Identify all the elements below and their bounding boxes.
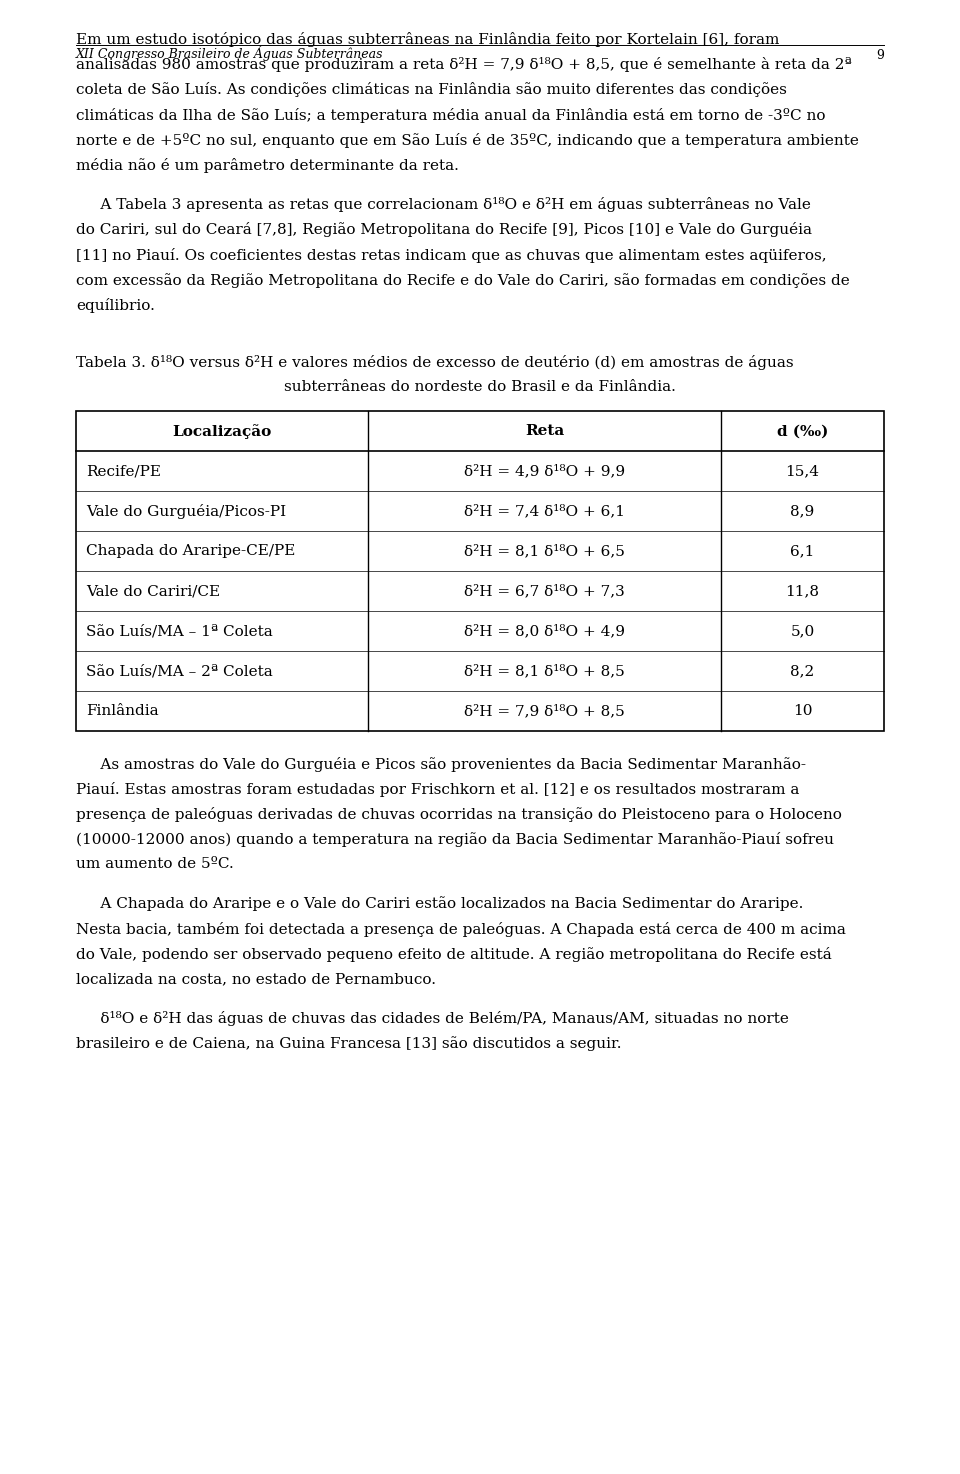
Text: A Chapada do Araripe e o Vale do Cariri estão localizados na Bacia Sedimentar do: A Chapada do Araripe e o Vale do Cariri …	[76, 896, 804, 911]
Text: média não é um parâmetro determinante da reta.: média não é um parâmetro determinante da…	[76, 158, 459, 172]
Text: São Luís/MA – 1ª Coleta: São Luís/MA – 1ª Coleta	[86, 625, 273, 638]
Text: brasileiro e de Caiena, na Guina Francesa [13] são discutidos a seguir.: brasileiro e de Caiena, na Guina Frances…	[76, 1036, 621, 1051]
Text: Vale do Cariri/CE: Vale do Cariri/CE	[86, 584, 220, 598]
Text: São Luís/MA – 2ª Coleta: São Luís/MA – 2ª Coleta	[86, 665, 273, 678]
Text: 15,4: 15,4	[785, 464, 820, 479]
Text: um aumento de 5ºC.: um aumento de 5ºC.	[76, 858, 233, 871]
Text: coleta de São Luís. As condições climáticas na Finlândia são muito diferentes da: coleta de São Luís. As condições climáti…	[76, 83, 787, 97]
Text: δ¹⁸O e δ²H das águas de chuvas das cidades de Belém/PA, Manaus/AM, situadas no n: δ¹⁸O e δ²H das águas de chuvas das cidad…	[76, 1011, 789, 1026]
Text: do Cariri, sul do Ceará [7,8], Região Metropolitana do Recife [9], Picos [10] e : do Cariri, sul do Ceará [7,8], Região Me…	[76, 223, 812, 237]
Text: XII Congresso Brasileiro de Águas Subterrâneas: XII Congresso Brasileiro de Águas Subter…	[76, 46, 383, 60]
Text: δ²H = 6,7 δ¹⁸O + 7,3: δ²H = 6,7 δ¹⁸O + 7,3	[465, 584, 625, 598]
Text: equílibrio.: equílibrio.	[76, 298, 155, 312]
Text: 8,2: 8,2	[790, 665, 814, 678]
Text: Nesta bacia, também foi detectada a presença de paleóguas. A Chapada está cerca : Nesta bacia, também foi detectada a pres…	[76, 921, 846, 936]
Text: δ²H = 7,9 δ¹⁸O + 8,5: δ²H = 7,9 δ¹⁸O + 8,5	[465, 705, 625, 718]
Text: δ²H = 8,0 δ¹⁸O + 4,9: δ²H = 8,0 δ¹⁸O + 4,9	[464, 625, 625, 638]
Text: Recife/PE: Recife/PE	[86, 464, 161, 479]
Text: δ²H = 8,1 δ¹⁸O + 6,5: δ²H = 8,1 δ¹⁸O + 6,5	[465, 544, 625, 559]
Text: Localização: Localização	[173, 425, 272, 439]
Text: 5,0: 5,0	[790, 625, 814, 638]
Text: A Tabela 3 apresenta as retas que correlacionam δ¹⁸O e δ²H em águas subterrâneas: A Tabela 3 apresenta as retas que correl…	[76, 198, 811, 212]
Text: Piauí. Estas amostras foram estudadas por Frischkorn et al. [12] e os resultados: Piauí. Estas amostras foram estudadas po…	[76, 781, 800, 797]
Text: 6,1: 6,1	[790, 544, 815, 559]
Text: 8,9: 8,9	[790, 504, 814, 519]
Text: Tabela 3. δ¹⁸O versus δ²H e valores médios de excesso de deutério (d) em amostra: Tabela 3. δ¹⁸O versus δ²H e valores médi…	[76, 355, 794, 370]
Text: 11,8: 11,8	[785, 584, 820, 598]
Text: presença de paleóguas derivadas de chuvas ocorridas na transição do Pleistoceno : presença de paleóguas derivadas de chuva…	[76, 806, 842, 822]
Text: Vale do Gurguéia/Picos-PI: Vale do Gurguéia/Picos-PI	[86, 504, 286, 519]
Text: Em um estudo isotópico das águas subterrâneas na Finlândia feito por Kortelain [: Em um estudo isotópico das águas subterr…	[76, 32, 780, 47]
Text: Finlândia: Finlândia	[86, 705, 158, 718]
Text: subterrâneas do nordeste do Brasil e da Finlândia.: subterrâneas do nordeste do Brasil e da …	[284, 380, 676, 394]
Text: 10: 10	[793, 705, 812, 718]
Text: Chapada do Araripe-CE/PE: Chapada do Araripe-CE/PE	[86, 544, 296, 559]
Text: δ²H = 7,4 δ¹⁸O + 6,1: δ²H = 7,4 δ¹⁸O + 6,1	[464, 504, 625, 519]
Text: As amostras do Vale do Gurguéia e Picos são provenientes da Bacia Sedimentar Mar: As amostras do Vale do Gurguéia e Picos …	[76, 756, 806, 771]
Text: localizada na costa, no estado de Pernambuco.: localizada na costa, no estado de Pernam…	[76, 973, 436, 986]
Text: com excessão da Região Metropolitana do Recife e do Vale do Cariri, são formadas: com excessão da Região Metropolitana do …	[76, 273, 850, 287]
Text: norte e de +5ºC no sul, enquanto que em São Luís é de 35ºC, indicando que a temp: norte e de +5ºC no sul, enquanto que em …	[76, 133, 859, 147]
Text: do Vale, podendo ser observado pequeno efeito de altitude. A região metropolitan: do Vale, podendo ser observado pequeno e…	[76, 946, 831, 963]
Text: [11] no Piauí. Os coeficientes destas retas indicam que as chuvas que alimentam : [11] no Piauí. Os coeficientes destas re…	[76, 248, 827, 262]
Text: δ²H = 4,9 δ¹⁸O + 9,9: δ²H = 4,9 δ¹⁸O + 9,9	[464, 464, 625, 479]
Text: d (‰): d (‰)	[777, 425, 828, 438]
Text: δ²H = 8,1 δ¹⁸O + 8,5: δ²H = 8,1 δ¹⁸O + 8,5	[465, 665, 625, 678]
Text: analisadas 980 amostras que produziram a reta δ²H = 7,9 δ¹⁸O + 8,5, que é semelh: analisadas 980 amostras que produziram a…	[76, 57, 852, 72]
Text: Reta: Reta	[525, 425, 564, 438]
Bar	[76, 411, 884, 731]
Text: climáticas da Ilha de São Luís; a temperatura média anual da Finlândia está em t: climáticas da Ilha de São Luís; a temper…	[76, 108, 826, 122]
Text: 9: 9	[876, 49, 884, 62]
Text: (10000-12000 anos) quando a temperatura na região da Bacia Sedimentar Maranhão-P: (10000-12000 anos) quando a temperatura …	[76, 833, 834, 848]
